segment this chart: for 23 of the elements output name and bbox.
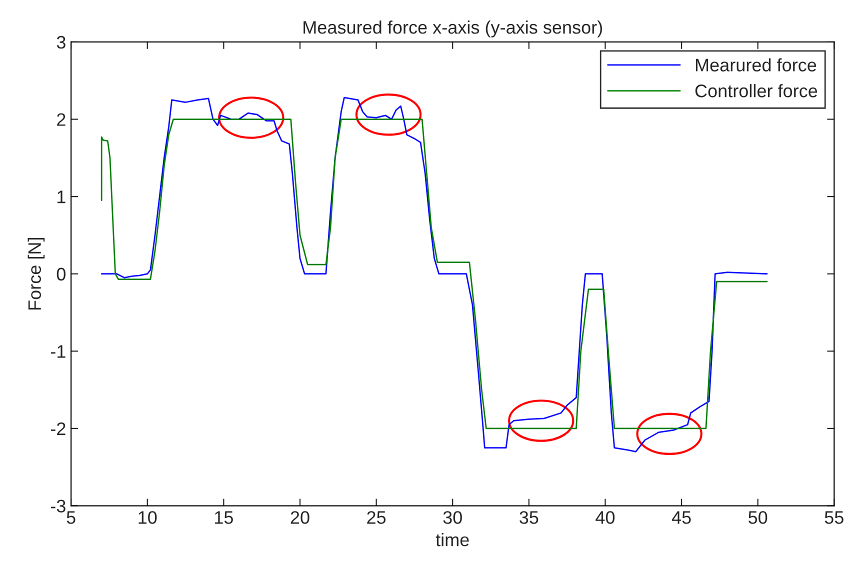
legend-label: Mearured force [696, 58, 816, 72]
legend-label: Controller force [695, 84, 818, 98]
x-tick-label: 25 [367, 511, 386, 524]
y-axis-title: Force [N] [28, 238, 45, 310]
x-tick-label: 35 [520, 511, 538, 524]
y-tick-label: 1 [58, 190, 66, 204]
y-tick-label: -2 [50, 422, 66, 436]
y-tick-label: -1 [50, 345, 66, 358]
y-tick-label: 0 [56, 268, 66, 281]
x-tick-label: 10 [138, 511, 157, 524]
x-tick-label: 15 [215, 511, 233, 524]
x-tick-label: 50 [748, 511, 768, 524]
x-tick-label: 20 [290, 511, 310, 524]
y-tick-label: 2 [57, 113, 66, 126]
chart-title: Measured force x-axis (y-axis sensor) [304, 20, 602, 38]
x-tick-label: 30 [443, 511, 462, 524]
y-tick-label: 3 [56, 36, 66, 49]
x-tick-label: 45 [672, 511, 691, 524]
y-tick-label: -3 [50, 500, 66, 512]
x-tick-label: 40 [596, 511, 615, 524]
x-axis-title: time [436, 533, 469, 546]
x-tick-label: 5 [66, 511, 76, 524]
x-tick-label: 55 [824, 511, 844, 524]
